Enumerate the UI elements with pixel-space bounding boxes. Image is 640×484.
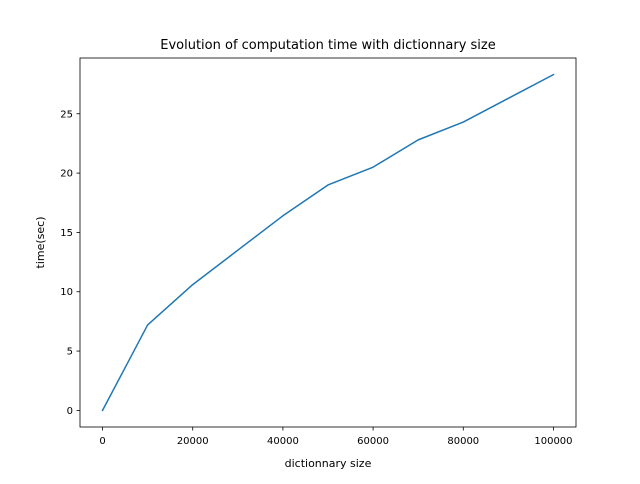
x-tick-label: 20000	[177, 436, 209, 447]
y-tick-label: 10	[60, 287, 73, 298]
x-tick-label: 80000	[447, 436, 479, 447]
y-tick-label: 20	[60, 169, 73, 180]
x-tick-label: 40000	[267, 436, 299, 447]
y-tick-label: 15	[60, 228, 73, 239]
chart-title: Evolution of computation time with dicti…	[160, 38, 495, 53]
y-axis-label: time(sec)	[34, 217, 47, 269]
x-tick-label: 60000	[357, 436, 389, 447]
x-tick-label: 0	[99, 436, 105, 447]
x-axis-label: dictionnary size	[285, 457, 372, 470]
y-tick-label: 5	[67, 347, 73, 358]
y-tick-label: 0	[67, 406, 73, 417]
x-tick-label: 100000	[534, 436, 572, 447]
y-tick-label: 25	[60, 109, 73, 120]
